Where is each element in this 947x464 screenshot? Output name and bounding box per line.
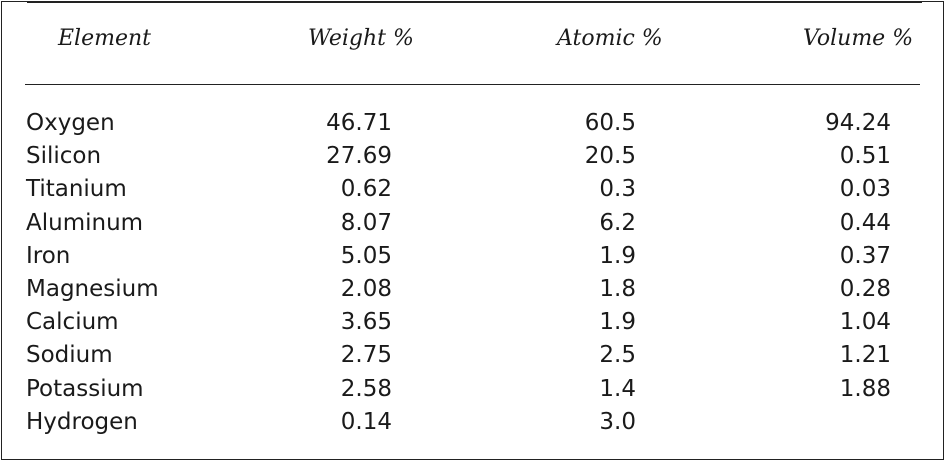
table-row: Calcium 3.65 1.9 1.04 (0, 306, 947, 339)
cell-volume: 0.37 (839, 242, 891, 269)
cell-atomic: 1.4 (599, 375, 636, 402)
cell-volume: 0.03 (839, 176, 891, 203)
table-row: Hydrogen 0.14 3.0 (0, 406, 947, 439)
column-header-volume: Volume % (803, 26, 914, 51)
cell-volume: 94.24 (825, 110, 891, 136)
cell-atomic: 1.8 (599, 275, 636, 302)
column-header-element: Element (58, 26, 152, 51)
cell-weight: 3.65 (340, 309, 392, 336)
cell-element: Titanium (26, 176, 127, 203)
header-rule (25, 84, 920, 85)
table-row: Aluminum 8.07 6.2 0.44 (0, 207, 947, 240)
cell-atomic: 60.5 (584, 110, 636, 136)
table-row: Iron 5.05 1.9 0.37 (0, 240, 947, 273)
cell-volume: 0.28 (839, 275, 891, 302)
cell-element: Sodium (26, 342, 113, 369)
table-row: Magnesium 2.08 1.8 0.28 (0, 273, 947, 306)
cell-element: Potassium (26, 375, 144, 402)
cell-weight: 8.07 (340, 209, 392, 236)
cell-weight: 0.62 (340, 176, 392, 203)
cell-element: Iron (26, 242, 71, 269)
table-row: Oxygen 46.71 60.5 94.24 (0, 107, 947, 140)
cell-volume: 0.51 (839, 143, 891, 170)
cell-volume: 1.88 (839, 375, 891, 402)
table-row: Silicon 27.69 20.5 0.51 (0, 140, 947, 173)
cell-weight: 46.71 (326, 110, 392, 136)
cell-volume: 1.21 (839, 342, 891, 369)
cell-element: Magnesium (26, 275, 159, 302)
table-body: Oxygen 46.71 60.5 94.24 Silicon 27.69 20… (0, 107, 947, 439)
cell-atomic: 1.9 (599, 309, 636, 336)
cell-volume: 1.04 (839, 309, 891, 336)
cell-weight: 27.69 (326, 143, 392, 170)
cell-atomic: 0.3 (599, 176, 636, 203)
cell-weight: 2.75 (340, 342, 392, 369)
cell-atomic: 6.2 (599, 209, 636, 236)
cell-atomic: 3.0 (599, 408, 636, 435)
cell-weight: 0.14 (340, 408, 392, 435)
cell-element: Oxygen (26, 110, 115, 136)
column-header-atomic: Atomic % (557, 26, 663, 51)
cell-element: Hydrogen (26, 408, 138, 435)
cell-atomic: 2.5 (599, 342, 636, 369)
cell-atomic: 1.9 (599, 242, 636, 269)
cell-atomic: 20.5 (584, 143, 636, 170)
top-rule (27, 2, 922, 3)
cell-element: Silicon (26, 143, 102, 170)
table-row: Potassium 2.58 1.4 1.88 (0, 373, 947, 406)
table-row: Sodium 2.75 2.5 1.21 (0, 339, 947, 372)
cell-volume: 0.44 (839, 209, 891, 236)
cell-element: Calcium (26, 309, 119, 336)
cell-element: Aluminum (26, 209, 144, 236)
table-row: Titanium 0.62 0.3 0.03 (0, 173, 947, 206)
table-header: Element Weight % Atomic % Volume % (0, 26, 947, 58)
cell-weight: 5.05 (340, 242, 392, 269)
column-header-weight: Weight % (308, 26, 414, 51)
cell-weight: 2.08 (340, 275, 392, 302)
cell-weight: 2.58 (340, 375, 392, 402)
